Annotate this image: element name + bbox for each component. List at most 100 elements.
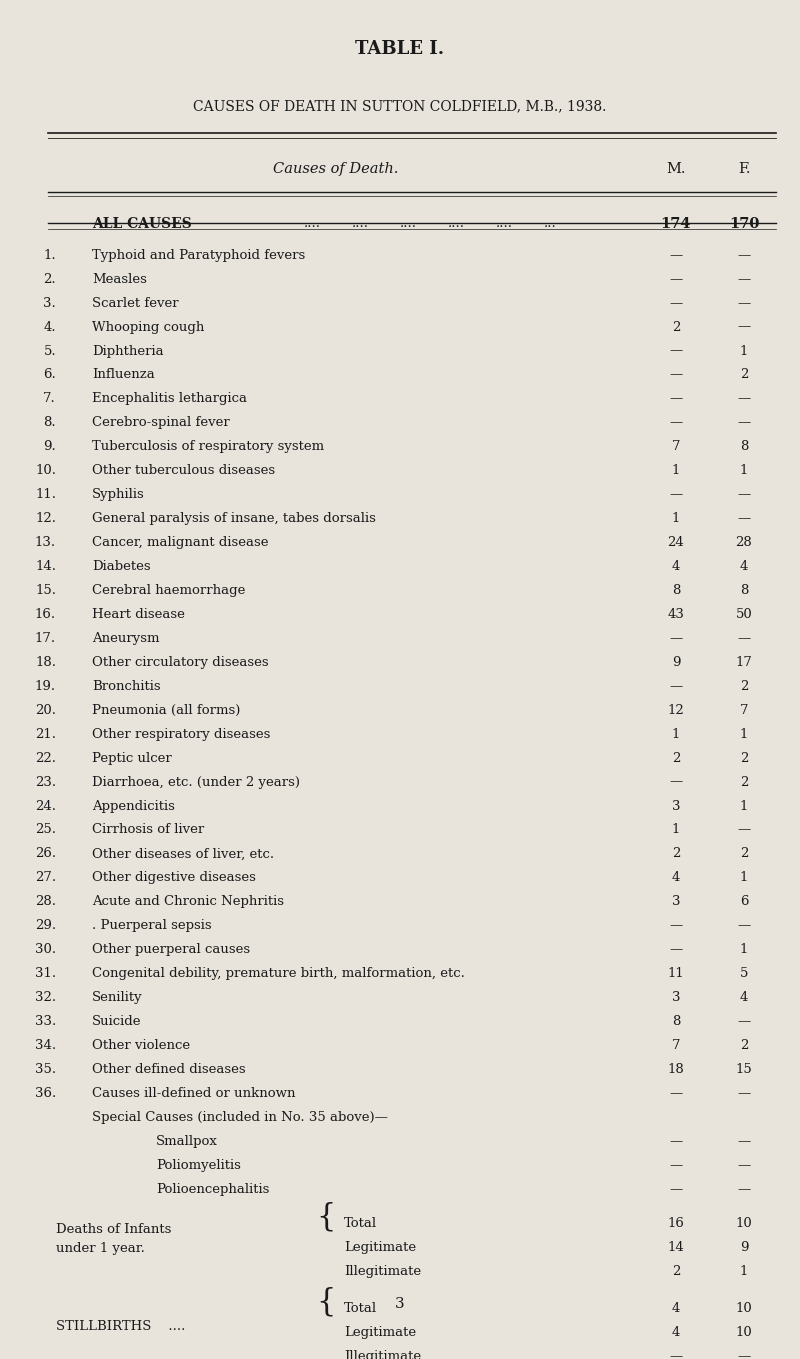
Text: Typhoid and Paratyphoid fevers: Typhoid and Paratyphoid fevers — [92, 249, 306, 262]
Text: 14.: 14. — [35, 560, 56, 573]
Text: 9.: 9. — [43, 440, 56, 454]
Text: under 1 year.: under 1 year. — [56, 1242, 145, 1254]
Text: Appendicitis: Appendicitis — [92, 799, 175, 813]
Text: 3: 3 — [395, 1296, 405, 1311]
Text: 17: 17 — [735, 656, 753, 669]
Text: 10.: 10. — [35, 465, 56, 477]
Text: CAUSES OF DEATH IN SUTTON COLDFIELD, M.B., 1938.: CAUSES OF DEATH IN SUTTON COLDFIELD, M.B… — [194, 99, 606, 114]
Text: 20.: 20. — [35, 704, 56, 716]
Text: 2: 2 — [740, 776, 748, 788]
Text: 50: 50 — [736, 607, 752, 621]
Text: 23.: 23. — [35, 776, 56, 788]
Text: 2: 2 — [672, 1265, 680, 1277]
Text: 11: 11 — [668, 968, 684, 980]
Text: Cerebral haemorrhage: Cerebral haemorrhage — [92, 584, 246, 597]
Text: 1: 1 — [672, 727, 680, 741]
Text: 30.: 30. — [35, 943, 56, 957]
Text: Other digestive diseases: Other digestive diseases — [92, 871, 256, 885]
Text: Cancer, malignant disease: Cancer, malignant disease — [92, 535, 269, 549]
Text: Encephalitis lethargica: Encephalitis lethargica — [92, 393, 247, 405]
Text: 12.: 12. — [35, 512, 56, 525]
Text: 16.: 16. — [35, 607, 56, 621]
Text: —: — — [670, 416, 682, 429]
Text: Deaths of Infants: Deaths of Infants — [56, 1223, 171, 1235]
Text: 3.: 3. — [43, 296, 56, 310]
Text: —: — — [670, 273, 682, 285]
Text: 32.: 32. — [35, 991, 56, 1004]
Text: Heart disease: Heart disease — [92, 607, 185, 621]
Text: ....: .... — [400, 217, 417, 230]
Text: —: — — [670, 345, 682, 357]
Text: —: — — [738, 273, 750, 285]
Text: 26.: 26. — [35, 848, 56, 860]
Text: Illegitimate: Illegitimate — [344, 1265, 421, 1277]
Text: TABLE I.: TABLE I. — [355, 39, 445, 58]
Text: —: — — [670, 368, 682, 382]
Text: Poliomyelitis: Poliomyelitis — [156, 1159, 241, 1171]
Text: Syphilis: Syphilis — [92, 488, 145, 501]
Text: 1: 1 — [740, 727, 748, 741]
Text: Other respiratory diseases: Other respiratory diseases — [92, 727, 270, 741]
Text: —: — — [670, 943, 682, 957]
Text: —: — — [738, 1015, 750, 1027]
Text: 24.: 24. — [35, 799, 56, 813]
Text: 10: 10 — [736, 1326, 752, 1340]
Text: 25.: 25. — [35, 824, 56, 836]
Text: 2.: 2. — [43, 273, 56, 285]
Text: 4: 4 — [672, 560, 680, 573]
Text: Other diseases of liver, etc.: Other diseases of liver, etc. — [92, 848, 274, 860]
Text: 12: 12 — [668, 704, 684, 716]
Text: 174: 174 — [661, 217, 691, 231]
Text: Diarrhoea, etc. (under 2 years): Diarrhoea, etc. (under 2 years) — [92, 776, 300, 788]
Text: Aneurysm: Aneurysm — [92, 632, 159, 646]
Text: —: — — [738, 416, 750, 429]
Text: —: — — [738, 321, 750, 333]
Text: 1: 1 — [672, 465, 680, 477]
Text: Special Causes (included in No. 35 above)—: Special Causes (included in No. 35 above… — [92, 1110, 388, 1124]
Text: 7: 7 — [740, 704, 748, 716]
Text: —: — — [670, 919, 682, 932]
Text: —: — — [670, 1159, 682, 1171]
Text: 2: 2 — [740, 752, 748, 765]
Text: Other tuberculous diseases: Other tuberculous diseases — [92, 465, 275, 477]
Text: 1: 1 — [672, 512, 680, 525]
Text: 15.: 15. — [35, 584, 56, 597]
Text: 1: 1 — [672, 824, 680, 836]
Text: ....: .... — [496, 217, 513, 230]
Text: Causes of Death.: Causes of Death. — [274, 162, 398, 177]
Text: 19.: 19. — [35, 680, 56, 693]
Text: 8: 8 — [740, 440, 748, 454]
Text: —: — — [738, 632, 750, 646]
Text: 3: 3 — [672, 896, 680, 908]
Text: 5.: 5. — [43, 345, 56, 357]
Text: —: — — [670, 249, 682, 262]
Text: —: — — [670, 1351, 682, 1359]
Text: 10: 10 — [736, 1302, 752, 1316]
Text: —: — — [738, 393, 750, 405]
Text: Suicide: Suicide — [92, 1015, 142, 1027]
Text: Other puerperal causes: Other puerperal causes — [92, 943, 250, 957]
Text: Legitimate: Legitimate — [344, 1241, 416, 1254]
Text: 33.: 33. — [34, 1015, 56, 1027]
Text: General paralysis of insane, tabes dorsalis: General paralysis of insane, tabes dorsa… — [92, 512, 376, 525]
Text: Peptic ulcer: Peptic ulcer — [92, 752, 172, 765]
Text: —: — — [670, 776, 682, 788]
Text: 11.: 11. — [35, 488, 56, 501]
Text: —: — — [738, 919, 750, 932]
Text: 18.: 18. — [35, 656, 56, 669]
Text: —: — — [738, 1351, 750, 1359]
Text: {: { — [317, 1201, 336, 1233]
Text: 28: 28 — [736, 535, 752, 549]
Text: 9: 9 — [740, 1241, 748, 1254]
Text: Causes ill-defined or unknown: Causes ill-defined or unknown — [92, 1087, 295, 1099]
Text: 4: 4 — [672, 871, 680, 885]
Text: 27.: 27. — [35, 871, 56, 885]
Text: . Puerperal sepsis: . Puerperal sepsis — [92, 919, 212, 932]
Text: —: — — [670, 680, 682, 693]
Text: 2: 2 — [740, 680, 748, 693]
Text: Cerebro-spinal fever: Cerebro-spinal fever — [92, 416, 230, 429]
Text: 6: 6 — [740, 896, 748, 908]
Text: 28.: 28. — [35, 896, 56, 908]
Text: 16: 16 — [667, 1218, 685, 1230]
Text: Total: Total — [344, 1302, 377, 1316]
